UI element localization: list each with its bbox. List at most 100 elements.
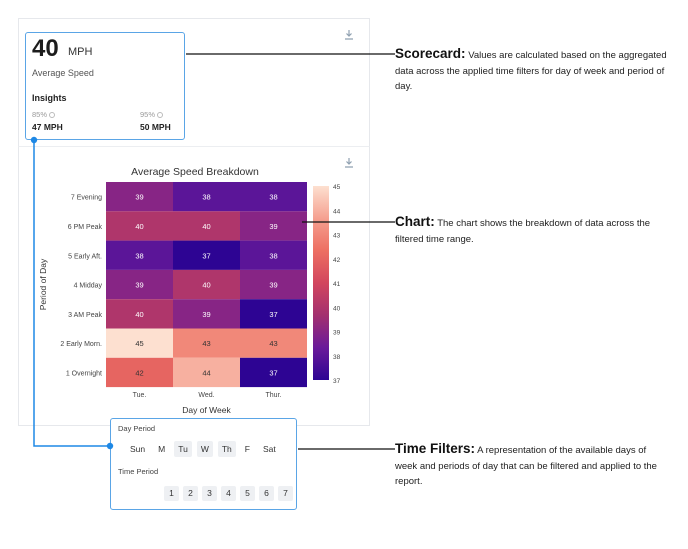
x-tick-label: Wed. bbox=[198, 392, 214, 399]
chart-annotation-title: Chart: bbox=[395, 214, 435, 229]
filters-annotation-text: A representation of the available days o… bbox=[395, 445, 657, 487]
p95-label: 95% bbox=[140, 110, 164, 119]
heatmap-cell bbox=[240, 299, 307, 329]
cell-value-label: 39 bbox=[135, 193, 143, 202]
heatmap-cell bbox=[240, 357, 307, 388]
day-chip-m[interactable]: M bbox=[158, 444, 166, 454]
download-icon[interactable] bbox=[343, 29, 355, 41]
colorbar-tick-label: 39 bbox=[333, 330, 341, 337]
cell-value-label: 40 bbox=[202, 222, 210, 231]
cell-value-label: 39 bbox=[269, 281, 277, 290]
colorbar-tick-label: 42 bbox=[333, 257, 341, 264]
filters-annotation-title: Time Filters: bbox=[395, 441, 476, 456]
colorbar-tick-label: 43 bbox=[333, 233, 341, 240]
day-chip-f[interactable]: F bbox=[244, 444, 250, 454]
info-icon[interactable] bbox=[157, 112, 164, 119]
y-tick-label: 3 AM Peak bbox=[68, 312, 102, 319]
heatmap-cell bbox=[106, 240, 173, 270]
p95-value: 50 MPH bbox=[140, 122, 171, 132]
day-filter-row: Sun M Tu W Th F Sat bbox=[126, 441, 280, 457]
day-chip-th[interactable]: Th bbox=[217, 441, 236, 457]
colorbar-tick-label: 40 bbox=[333, 305, 341, 312]
period-chip-1[interactable]: 1 bbox=[164, 486, 179, 501]
x-tick-label: Thur. bbox=[266, 392, 282, 399]
y-tick-label: 4 Midday bbox=[74, 283, 103, 290]
cell-value-label: 44 bbox=[202, 368, 210, 377]
heatmap-cell bbox=[240, 211, 307, 241]
colorbar-tick-label: 38 bbox=[333, 354, 341, 361]
heatmap-cell bbox=[106, 269, 173, 300]
cell-value-label: 39 bbox=[269, 222, 277, 231]
period-chip-6[interactable]: 6 bbox=[259, 486, 274, 501]
cell-value-label: 38 bbox=[269, 193, 277, 202]
score-label: Average Speed bbox=[32, 68, 94, 78]
info-icon[interactable] bbox=[49, 112, 56, 119]
heatmap-cell bbox=[106, 182, 173, 212]
day-chip-sat[interactable]: Sat bbox=[262, 444, 276, 454]
filters-annotation: Time Filters: A representation of the av… bbox=[395, 441, 670, 490]
cell-value-label: 43 bbox=[269, 339, 277, 348]
heatmap-cell bbox=[240, 328, 307, 358]
cell-value-label: 39 bbox=[202, 310, 210, 319]
heatmap-cell bbox=[173, 182, 240, 212]
insights-title: Insights bbox=[32, 93, 67, 103]
heatmap-cell bbox=[173, 328, 240, 358]
period-chip-7[interactable]: 7 bbox=[278, 486, 293, 501]
cell-value-label: 40 bbox=[202, 281, 210, 290]
heatmap-cell bbox=[106, 299, 173, 329]
time-period-label: Time Period bbox=[118, 467, 159, 476]
heatmap-cell bbox=[106, 357, 173, 388]
cell-value-label: 45 bbox=[135, 339, 143, 348]
cell-value-label: 40 bbox=[135, 310, 143, 319]
period-chip-2[interactable]: 2 bbox=[183, 486, 198, 501]
p95-label-text: 95% bbox=[140, 110, 156, 119]
cell-value-label: 37 bbox=[269, 368, 277, 377]
cell-value-label: 37 bbox=[202, 251, 210, 260]
download-icon[interactable] bbox=[343, 157, 355, 169]
period-chip-5[interactable]: 5 bbox=[240, 486, 255, 501]
cell-value-label: 38 bbox=[202, 193, 210, 202]
y-tick-label: 7 Evening bbox=[71, 195, 102, 202]
period-chip-3[interactable]: 3 bbox=[202, 486, 217, 501]
day-chip-sun[interactable]: Sun bbox=[130, 444, 146, 454]
chart-annotation-text: The chart shows the breakdown of data ac… bbox=[395, 218, 651, 245]
day-period-label: Day Period bbox=[118, 424, 156, 433]
p85-label: 85% bbox=[32, 110, 56, 119]
scorecard-annotation-title: Scorecard: bbox=[395, 46, 466, 61]
colorbar-tick-label: 41 bbox=[333, 281, 341, 288]
scorecard: 40 MPH Average Speed Insights 85% 47 MPH… bbox=[25, 32, 185, 140]
y-tick-label: 2 Early Morn. bbox=[60, 341, 102, 348]
y-tick-label: 6 PM Peak bbox=[68, 224, 103, 231]
cell-value-label: 40 bbox=[135, 222, 143, 231]
heatmap-chart: Average Speed Breakdown 39 38 38 40 40 39 38 37 3… bbox=[38, 166, 341, 415]
scorecard-annotation: Scorecard: Values are calculated based o… bbox=[395, 46, 670, 95]
cell-value-label: 38 bbox=[269, 251, 277, 260]
heatmap-cell bbox=[173, 299, 240, 329]
colorbar bbox=[313, 186, 329, 380]
cell-value-label: 38 bbox=[135, 251, 143, 260]
cell-value-label: 43 bbox=[202, 339, 210, 348]
heatmap-cell bbox=[106, 211, 173, 241]
score-value: 40 bbox=[32, 35, 59, 62]
p85-value: 47 MPH bbox=[32, 122, 63, 132]
heatmap-cell bbox=[240, 240, 307, 270]
score-unit: MPH bbox=[68, 46, 93, 58]
day-chip-tu[interactable]: Tu bbox=[174, 441, 192, 457]
p85-label-text: 85% bbox=[32, 110, 48, 119]
heatmap-cell bbox=[173, 357, 240, 388]
y-axis-label: Period of Day bbox=[38, 258, 48, 310]
cell-value-label: 37 bbox=[269, 310, 277, 319]
colorbar-tick-label: 44 bbox=[333, 208, 341, 215]
heatmap-cell bbox=[240, 182, 307, 212]
cell-value-label: 42 bbox=[135, 368, 143, 377]
y-tick-label: 5 Early Aft. bbox=[68, 253, 102, 260]
colorbar-tick-label: 37 bbox=[333, 378, 341, 385]
heatmap-cell bbox=[240, 269, 307, 300]
day-chip-w[interactable]: W bbox=[196, 441, 213, 457]
period-chip-4[interactable]: 4 bbox=[221, 486, 236, 501]
heatmap-cell bbox=[173, 211, 240, 241]
scorecard-annotation-text: Values are calculated based on the aggre… bbox=[395, 50, 667, 92]
chart-annotation: Chart: The chart shows the breakdown of … bbox=[395, 214, 670, 247]
